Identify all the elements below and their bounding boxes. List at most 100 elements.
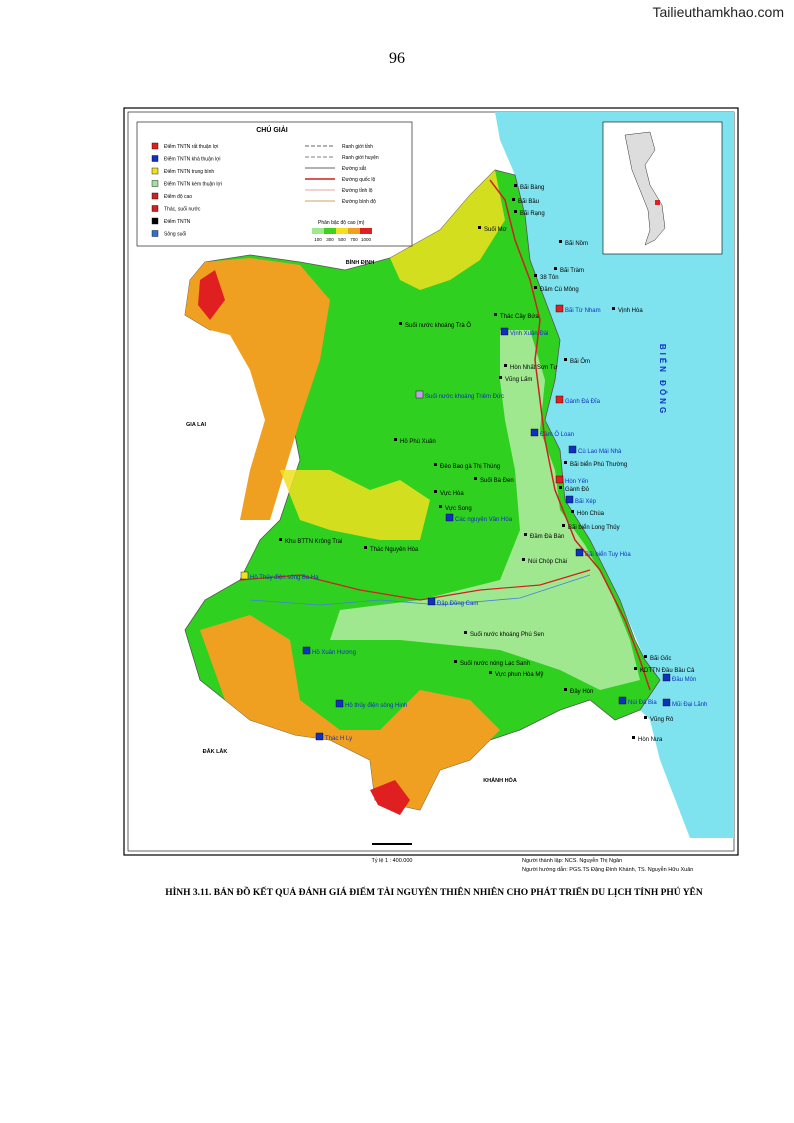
place-dot [504,364,507,367]
place-label: Bãi Bàng [520,185,544,191]
legend-title: CHÚ GIẢI [256,125,288,134]
elevation-title: Phân bậc độ cao (m) [318,220,365,226]
place-label: Mũi Đại Lãnh [672,702,707,708]
legend-swatch [151,155,159,162]
credit: Người hướng dẫn: PGS.TS Đặng Đình Khánh,… [522,866,693,873]
place-label: Đầm Ô Loan [540,431,574,438]
place-label: Các nguyên Vân Hòa [455,517,513,523]
place-label: Hồ Xuân Hương [312,650,356,656]
place-dot [514,210,517,213]
region-label: BÌNH ĐỊNH [346,258,374,266]
place-label: Núi Chóp Chài [528,559,567,565]
legend-label: Đường tỉnh lộ [342,187,373,194]
credit: Người thành lập: NCS. Nguyễn Thị Ngân [522,857,622,864]
place-dot [559,486,562,489]
place-dot [644,716,647,719]
place-icon [555,395,564,404]
site-header: Tailieuthamkhao.com [652,4,784,20]
place-label: Suối nước nóng Lạc Sanh [460,661,530,667]
place-label: Suối nước khoáng Triêm Đức [425,394,504,400]
place-dot [564,358,567,361]
place-label: Hòn Chùa [577,511,605,517]
elevation-swatch [348,228,360,234]
place-label: 38 Tôn [540,275,559,281]
place-label: Hồ thủy điện sông Hinh [345,702,407,709]
place-label: Gành Đỏ [565,486,590,493]
place-icon [662,698,671,707]
inset-vietnam [624,131,666,246]
legend-label: Điểm TNTN rất thuận lợi [164,143,218,150]
place-label: Đầm Cù Mông [540,287,579,293]
place-label: Đầm Đà Bàn [530,534,564,540]
place-dot [434,463,437,466]
map: CHÚ GIẢI Tỷ lệ 1 : 400.000 Người thành l… [123,107,739,873]
place-label: Suối nước khoáng Trà Ô [405,322,471,329]
place-label: Bãi Bầu [518,199,539,205]
elevation-swatch [360,228,372,234]
sea [495,112,734,838]
elevation-label: 1000 [361,237,372,242]
place-label: Gành Đá Đĩa [565,399,601,405]
legend-label: Điểm TNTN [164,218,191,225]
peak [370,780,410,815]
coastal-plain [330,330,640,690]
place-label: Vịnh Xuân Đài [510,331,548,337]
place-dot [474,477,477,480]
elevation-label: 300 [326,237,334,242]
highland-west [185,258,330,520]
place-label: Hòn Yến [565,479,588,485]
place-icon [565,495,574,504]
place-label: Suối Mơ [484,227,507,233]
legend-label: Ranh giới huyện [342,155,379,161]
place-dot [564,688,567,691]
legend-swatch [151,180,159,187]
place-label: Bãi Nồm [565,241,588,247]
national-road [239,569,591,601]
place-dot [644,655,647,658]
place-label: Bãi Ôm [570,358,590,365]
place-icon [530,428,539,437]
river [249,574,591,606]
place-label: Bãi biển Long Thủy [568,524,620,531]
peak [198,270,225,320]
place-label: Cù Lao Mái Nhà [578,449,622,455]
place-dot [279,538,282,541]
place-label: Bãi Từ Nham [565,308,601,314]
place-icon [662,673,671,682]
place-dot [364,546,367,549]
place-label: Thác Cây Bứa [500,314,539,320]
place-dot [571,510,574,513]
legend-swatch [151,142,159,150]
upland-yellow [390,170,505,290]
place-icon [445,513,454,522]
place-icon [555,304,564,313]
place-label: Đập Đồng Cam [437,601,478,607]
place-icon [555,475,564,484]
national-road [489,179,651,691]
place-icon [302,646,311,655]
legend-label: Điểm độ cao [164,193,192,200]
place-dot [562,524,565,527]
place-dot [534,286,537,289]
place-label: Hồ Phú Xuân [400,439,436,445]
place-label: Vũng Lấm [505,377,532,383]
place-dot [434,490,437,493]
place-label: Hòn Nưa [638,737,663,743]
legend-label: Đường sắt [342,165,366,172]
legend-swatch [151,205,159,212]
place-label: Hồ Thủy điện sông Ba Hạ [250,574,319,581]
place-label: Đèo Bao gà Thị Thùng [440,464,500,470]
place-dot [514,184,517,187]
elevation-label: 100 [314,237,322,242]
caption: HÌNH 3.11. BẢN ĐỒ KẾT QUẢ ĐÁNH GIÁ ĐIỂM … [165,888,703,898]
place-dot [439,505,442,508]
place-label: Núi Đá Bia [628,700,657,706]
place-label: Bãi biển Phú Thường [570,461,627,468]
place-label: Vực phun Hòa Mỹ [495,672,543,678]
legend-swatch [151,167,159,175]
place-label: Bãi Rạng [520,211,545,217]
legend-label: Điểm TNTN trung bình [164,168,214,175]
place-dot [464,631,467,634]
legend-label: Điểm TNTN kém thuận lợi [164,181,222,188]
